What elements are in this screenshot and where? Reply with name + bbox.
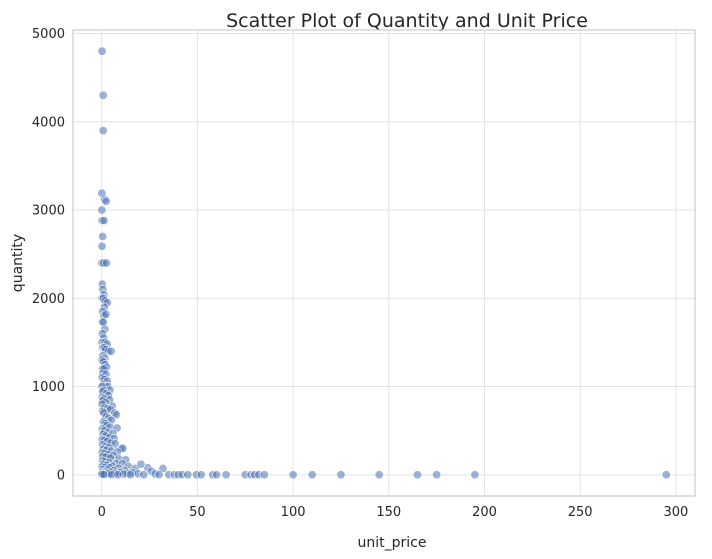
scatter-point — [101, 309, 111, 319]
scatter-point — [97, 241, 107, 251]
plot-frame — [72, 29, 696, 497]
y-axis-ticks: 0 1000 2000 3000 4000 5000 — [32, 27, 65, 483]
scatter-point — [307, 470, 317, 480]
y-tick-label: 0 — [57, 468, 65, 483]
scatter-point — [97, 46, 107, 56]
y-tick-label: 2000 — [32, 292, 65, 307]
scatter-point — [106, 346, 116, 356]
scatter-point — [98, 126, 108, 136]
scatter-point — [212, 470, 222, 480]
y-tick-label: 1000 — [32, 380, 65, 395]
scatter-point — [661, 470, 671, 480]
chart-title: Scatter Plot of Quantity and Unit Price — [226, 10, 588, 32]
scatter-point — [136, 459, 146, 469]
x-tick-label: 200 — [472, 505, 497, 520]
scatter-point — [113, 470, 123, 480]
x-axis-label: unit_price — [358, 535, 427, 551]
scatter-point — [288, 470, 298, 480]
scatter-points — [97, 46, 671, 480]
scatter-point — [374, 470, 384, 480]
y-tick-label: 4000 — [32, 115, 65, 130]
scatter-point — [221, 470, 231, 480]
x-axis-ticks: 0 50 100 150 200 250 300 — [98, 505, 689, 520]
scatter-point — [99, 469, 109, 479]
x-tick-label: 250 — [568, 505, 593, 520]
y-tick-label: 3000 — [32, 204, 65, 219]
x-tick-label: 100 — [281, 505, 306, 520]
scatter-point — [139, 470, 149, 480]
grid-lines — [73, 30, 695, 496]
scatter-point — [99, 216, 109, 226]
x-tick-label: 300 — [663, 505, 688, 520]
scatter-point — [98, 232, 108, 242]
x-tick-label: 50 — [189, 505, 206, 520]
y-axis-label: quantity — [10, 234, 26, 292]
scatter-point — [125, 470, 135, 480]
x-tick-label: 0 — [98, 505, 106, 520]
scatter-point — [336, 470, 346, 480]
scatter-point — [101, 196, 111, 206]
scatter-point — [101, 258, 111, 268]
x-tick-label: 150 — [376, 505, 401, 520]
y-tick-label: 5000 — [32, 27, 65, 42]
scatter-point — [97, 205, 107, 215]
scatter-point — [98, 90, 108, 100]
scatter-point — [259, 470, 269, 480]
scatter-point — [412, 470, 422, 480]
scatter-point — [470, 470, 480, 480]
scatter-point — [183, 470, 193, 480]
scatter-point — [432, 470, 442, 480]
scatter-point — [196, 470, 206, 480]
scatter-point — [154, 470, 164, 480]
